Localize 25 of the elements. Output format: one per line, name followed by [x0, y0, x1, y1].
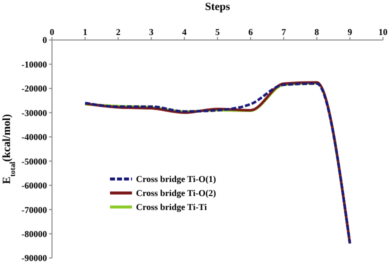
- x-tick-label: 1: [82, 27, 88, 37]
- legend-label: Cross bridge Ti-O(2): [136, 187, 216, 200]
- y-tick-label: -10000: [22, 59, 48, 70]
- y-tick-label: -90000: [22, 253, 48, 262]
- y-tick-label: -60000: [22, 180, 48, 191]
- x-tick-label: 3: [149, 27, 154, 37]
- x-tick-label: 7: [281, 27, 286, 37]
- x-tick-label: 6: [248, 27, 254, 37]
- x-tick-label: 4: [182, 27, 188, 37]
- y-tick-label: -80000: [22, 228, 48, 239]
- x-tick-label: 5: [215, 27, 220, 37]
- y-tick-label: -40000: [22, 132, 48, 142]
- x-tick-label: 2: [116, 27, 121, 37]
- x-tick-label: 10: [378, 27, 388, 37]
- x-tick-label: 0: [50, 27, 55, 37]
- x-axis-title: Steps: [204, 0, 231, 13]
- x-tick-label: 8: [314, 27, 320, 37]
- y-tick-label: -50000: [22, 156, 48, 166]
- y-tick-label: 0: [42, 35, 48, 46]
- y-tick-label: -30000: [22, 108, 48, 118]
- legend-label: Cross bridge Ti-Ti: [136, 201, 207, 214]
- y-tick-label: -70000: [22, 204, 48, 215]
- legend-label: Cross bridge Ti-O(1): [136, 173, 216, 186]
- x-tick-label: 9: [348, 27, 353, 37]
- y-tick-label: -20000: [22, 84, 48, 94]
